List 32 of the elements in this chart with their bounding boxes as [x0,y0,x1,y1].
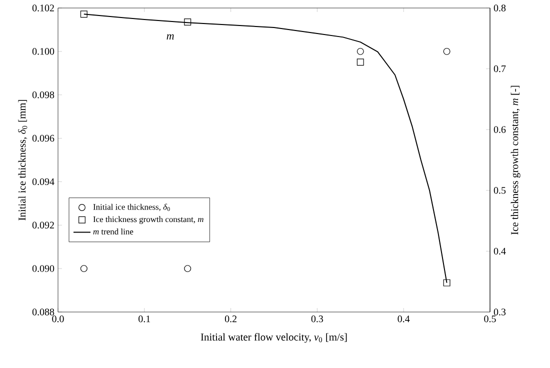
y2-tick-label: 0.7 [494,65,506,72]
point [80,10,88,18]
x-tick-label: 0.0 [52,316,64,322]
y2-tick-label: 0.4 [494,248,506,255]
y-tick-label: 0.098 [32,91,54,98]
x-tick-label: 0.5 [484,316,496,322]
y2-tick-label: 0.5 [494,187,506,194]
x-tick-label: 0.2 [224,316,236,322]
x-tick-label: 0.4 [398,316,410,322]
y2-axis-title: Ice thickness growth constant, m [-] [510,86,520,235]
y2-tick-label: 0.3 [494,308,506,316]
x-tick-label: 0.1 [138,316,150,322]
point [356,58,364,66]
y-axis-title: Initial ice thickness, δ$_{0}$ [mm] [18,100,28,220]
legend-label: m trend line [93,228,134,234]
y-tick-label: 0.094 [32,178,54,186]
y-tick-label: 0.096 [32,134,54,142]
x-tick-label: 0.3 [311,316,324,322]
legend-label: Ice thickness growth constant, m [93,216,204,224]
line-series [83,14,448,284]
point [184,18,192,26]
y-tick-label: 0.092 [32,222,54,229]
y2-tick-label: 0.6 [494,126,506,133]
y-tick-label: 0.088 [32,308,54,316]
y2-tick-label: 0.8 [494,4,506,12]
legend-label: Initial ice thickness, δ$_{0}$ [93,204,170,212]
x-axis-title: Initial water flow velocity, v$_{0}$ [m/s] [200,333,347,343]
y-tick-label: 0.090 [32,265,54,272]
annotation: m [166,34,174,40]
y-tick-label: 0.100 [32,48,54,55]
y-tick-label: 0.102 [32,4,54,12]
point [443,279,450,286]
